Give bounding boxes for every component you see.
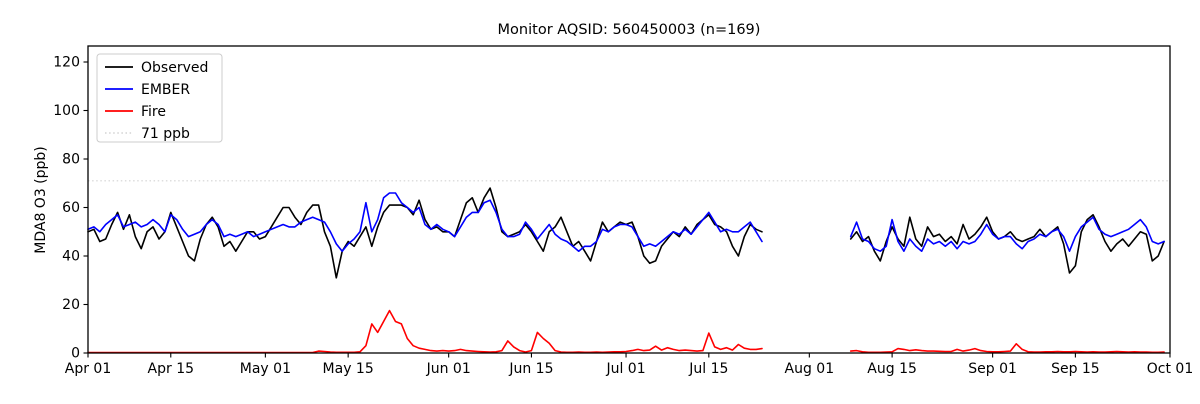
observed-line bbox=[87, 187, 1165, 279]
legend-label-threshold: 71 ppb bbox=[141, 126, 190, 142]
plot-frame bbox=[87, 45, 1171, 354]
ember-line bbox=[87, 192, 1165, 252]
x-tick-label: Aug 01 bbox=[785, 361, 835, 377]
legend: Observed EMBER Fire 71 ppb bbox=[96, 53, 223, 143]
x-tick-label: Apr 15 bbox=[148, 361, 194, 377]
x-tick-label: Jul 15 bbox=[688, 361, 728, 377]
y-tick-label: 80 bbox=[62, 152, 80, 168]
legend-box bbox=[96, 53, 223, 143]
x-tick-label: Sep 01 bbox=[968, 361, 1017, 377]
x-tick-label: Sep 15 bbox=[1051, 361, 1100, 377]
x-tick-label: Jun 01 bbox=[426, 361, 471, 377]
x-axis: Apr 01 Apr 15 May 01 May 15 Jun 01 Jun 15 Jul … bbox=[65, 353, 1193, 377]
y-tick-label: 20 bbox=[62, 297, 80, 313]
x-tick-label: May 15 bbox=[323, 361, 374, 377]
x-tick-label: Aug 15 bbox=[867, 361, 917, 377]
legend-label-fire: Fire bbox=[141, 104, 166, 120]
series-lines bbox=[87, 187, 1165, 354]
y-tick-label: 100 bbox=[53, 103, 80, 119]
x-tick-label: Oct 01 bbox=[1147, 361, 1193, 377]
y-tick-label: 60 bbox=[62, 200, 80, 216]
x-tick-label: Jun 15 bbox=[508, 361, 553, 377]
y-axis-label: MDA8 O3 (ppb) bbox=[33, 146, 49, 254]
chart-title: Monitor AQSID: 560450003 (n=169) bbox=[498, 22, 761, 38]
y-tick-label: 120 bbox=[53, 55, 80, 71]
legend-label-ember: EMBER bbox=[141, 82, 190, 98]
x-tick-label: Jul 01 bbox=[605, 361, 645, 377]
y-tick-label: 40 bbox=[62, 249, 80, 265]
x-tick-label: May 01 bbox=[240, 361, 291, 377]
x-tick-label: Apr 01 bbox=[65, 361, 111, 377]
legend-label-observed: Observed bbox=[141, 60, 208, 76]
y-axis: 0 20 40 60 80 100 120 bbox=[53, 55, 88, 362]
fire-line bbox=[87, 309, 1165, 354]
y-tick-label: 0 bbox=[71, 346, 80, 362]
